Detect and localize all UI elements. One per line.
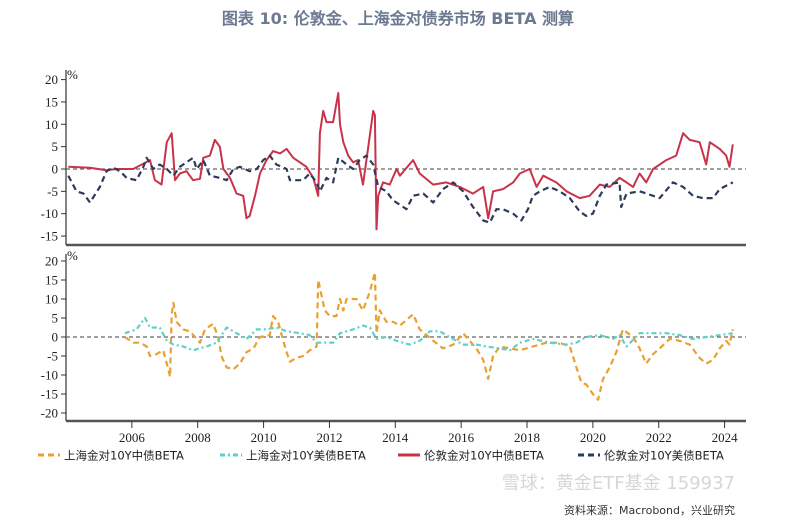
- y-tick-label: -20: [41, 406, 58, 421]
- panel-bottom: % 20 15 10 5 0 -5 -10 -15 -20 2006 2008 2010 2012 2014…: [41, 248, 746, 445]
- x-tick-label: 2018: [514, 430, 540, 445]
- x-tick-label: 2024: [712, 430, 739, 445]
- y-tick-label: 20: [45, 72, 58, 87]
- unit-label: %: [67, 67, 78, 82]
- x-tick-label: 2012: [316, 430, 342, 445]
- legend: 上海金对10Y中债BETA 上海金对10Y美债BETA 伦敦金对10Y中债BETA 伦…: [38, 449, 724, 463]
- y-tick-label: 10: [45, 117, 58, 132]
- y-tick-label: 15: [45, 273, 58, 288]
- series-line: [124, 271, 734, 401]
- y-tick-label: -15: [41, 387, 58, 402]
- legend-item: 上海金对10Y中债BETA: [38, 449, 184, 463]
- x-tick-label: 2014: [382, 430, 409, 445]
- y-tick-label: 5: [52, 139, 59, 154]
- legend-item: 伦敦金对10Y美债BETA: [578, 449, 724, 463]
- legend-item: 伦敦金对10Y中债BETA: [398, 449, 544, 463]
- legend-label: 上海金对10Y中债BETA: [64, 449, 184, 463]
- panel-top: % 20 15 10 5 0 -5 -10 -15: [41, 67, 746, 247]
- y-tick-label: -10: [41, 368, 58, 383]
- y-tick-label: 5: [52, 311, 59, 326]
- x-tick-label: 2022: [646, 430, 672, 445]
- x-tick-label: 2010: [251, 430, 277, 445]
- series-line: [124, 316, 733, 352]
- series-line: [67, 154, 734, 224]
- y-tick-label: 0: [52, 330, 59, 345]
- y-tick-label: -15: [41, 229, 58, 244]
- series-line: [68, 92, 734, 231]
- legend-label: 伦敦金对10Y美债BETA: [604, 449, 724, 463]
- y-tick-label: 0: [52, 162, 59, 177]
- legend-label: 伦敦金对10Y中债BETA: [424, 449, 544, 463]
- watermark: 雪球：黄金ETF基金 159937: [502, 473, 735, 494]
- x-tick-label: 2008: [185, 430, 211, 445]
- legend-item: 上海金对10Y美债BETA: [220, 449, 366, 463]
- chart-title: 图表 10: 伦敦金、上海金对债券市场 BETA 测算: [222, 9, 574, 28]
- y-tick-label: 20: [45, 254, 58, 269]
- unit-label: %: [67, 248, 78, 263]
- y-tick-label: 15: [45, 94, 58, 109]
- y-tick-label: -5: [47, 184, 58, 199]
- x-tick-label: 2020: [580, 430, 606, 445]
- y-tick-label: -5: [47, 349, 58, 364]
- y-tick-label: -10: [41, 206, 58, 221]
- x-tick-label: 2006: [119, 430, 146, 445]
- legend-label: 上海金对10Y美债BETA: [246, 449, 366, 463]
- x-tick-label: 2016: [448, 430, 475, 445]
- source-note: 资料来源：Macrobond，兴业研究: [564, 503, 735, 517]
- y-tick-label: 10: [45, 292, 58, 307]
